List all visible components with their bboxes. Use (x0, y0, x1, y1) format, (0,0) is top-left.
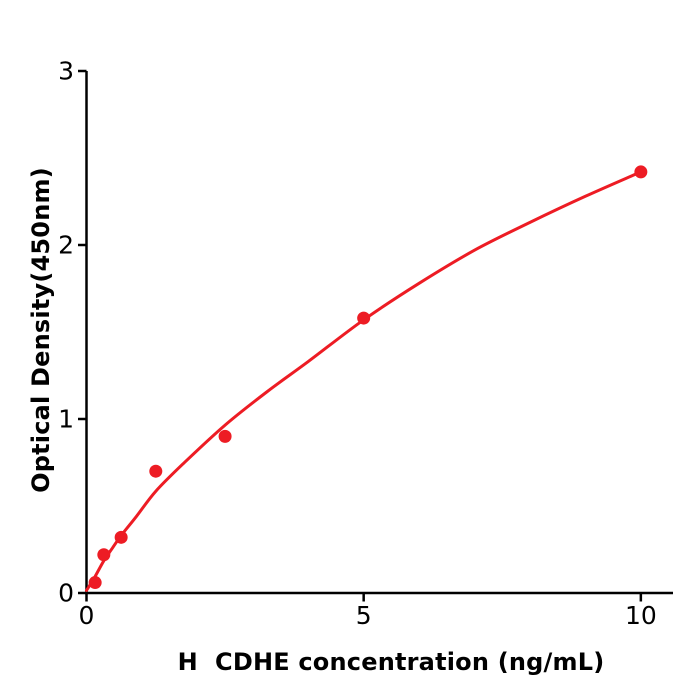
data-point (634, 165, 648, 179)
axes (85, 71, 673, 595)
y-tick-label: 2 (58, 231, 74, 260)
x-tick-label: 5 (356, 601, 372, 630)
axis-ticks: 0 5 10 0 1 2 3 (58, 57, 657, 631)
x-tick-label: 0 (79, 601, 95, 630)
data-point (218, 429, 232, 443)
y-tick-label: 0 (58, 579, 74, 608)
data-points (88, 165, 648, 590)
x-axis-title: H CDHE concentration (ng/mL) (177, 648, 605, 676)
fitted-curve (85, 170, 643, 592)
y-tick-label: 3 (58, 57, 74, 86)
y-axis-title: Optical Density(450nm) (27, 167, 55, 493)
x-tick-label: 10 (625, 601, 657, 630)
data-point (88, 576, 102, 590)
y-tick-label: 1 (58, 405, 74, 434)
data-point (149, 464, 163, 478)
data-point (97, 548, 111, 562)
data-point (357, 311, 371, 325)
data-point (114, 530, 128, 544)
